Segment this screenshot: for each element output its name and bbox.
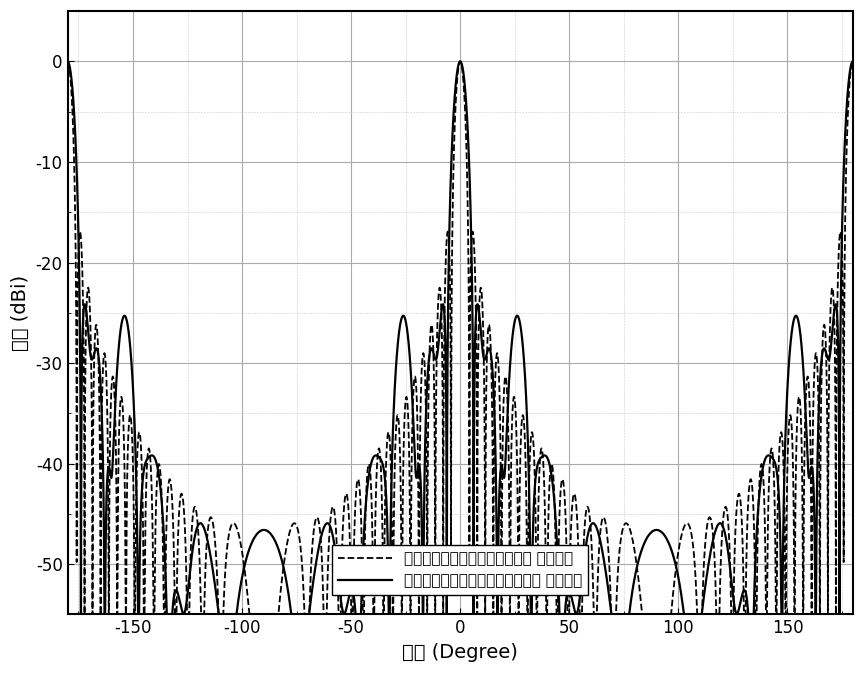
不等幅等间距串馈微带天线阵列 仿真结果 [471, 299, 481, 307]
不等幅等间距串馈微带天线阵列 仿真结果 [321, 610, 331, 618]
不等幅等间距串馈微带天线阵列 仿真结果 [788, 463, 798, 471]
不等幅等间距串馈微带天线阵列 仿真结果 [62, 57, 73, 65]
不等幅不等间距串馈微带天线阵列 仿真结果 [788, 320, 798, 328]
不等幅不等间距串馈微带天线阵列 仿真结果 [569, 602, 579, 610]
不等幅不等间距串馈微带天线阵列 仿真结果 [64, 60, 74, 68]
Y-axis label: 增益 (dBi): 增益 (dBi) [11, 275, 30, 351]
Legend: 不等幅等间距串馈微带天线阵列 仿真结果, 不等幅不等间距串馈微带天线阵列 仿真结果: 不等幅等间距串馈微带天线阵列 仿真结果, 不等幅不等间距串馈微带天线阵列 仿真结… [332, 545, 588, 595]
不等幅不等间距串馈微带天线阵列 仿真结果 [321, 520, 331, 528]
Line: 不等幅不等间距串馈微带天线阵列 仿真结果: 不等幅不等间距串馈微带天线阵列 仿真结果 [67, 61, 853, 614]
不等幅不等间距串馈微带天线阵列 仿真结果 [471, 316, 481, 324]
不等幅等间距串馈微带天线阵列 仿真结果 [79, 610, 90, 618]
不等幅不等间距串馈微带天线阵列 仿真结果 [848, 57, 858, 65]
不等幅不等间距串馈微带天线阵列 仿真结果 [638, 543, 648, 551]
不等幅等间距串馈微带天线阵列 仿真结果 [569, 491, 579, 499]
不等幅等间距串馈微带天线阵列 仿真结果 [64, 62, 74, 70]
Line: 不等幅等间距串馈微带天线阵列 仿真结果: 不等幅等间距串馈微带天线阵列 仿真结果 [67, 61, 853, 614]
不等幅等间距串馈微带天线阵列 仿真结果 [638, 610, 648, 618]
不等幅不等间距串馈微带天线阵列 仿真结果 [76, 610, 86, 618]
不等幅不等间距串馈微带天线阵列 仿真结果 [62, 57, 73, 65]
不等幅等间距串馈微带天线阵列 仿真结果 [848, 57, 858, 65]
X-axis label: 角度 (Degree): 角度 (Degree) [403, 643, 518, 662]
